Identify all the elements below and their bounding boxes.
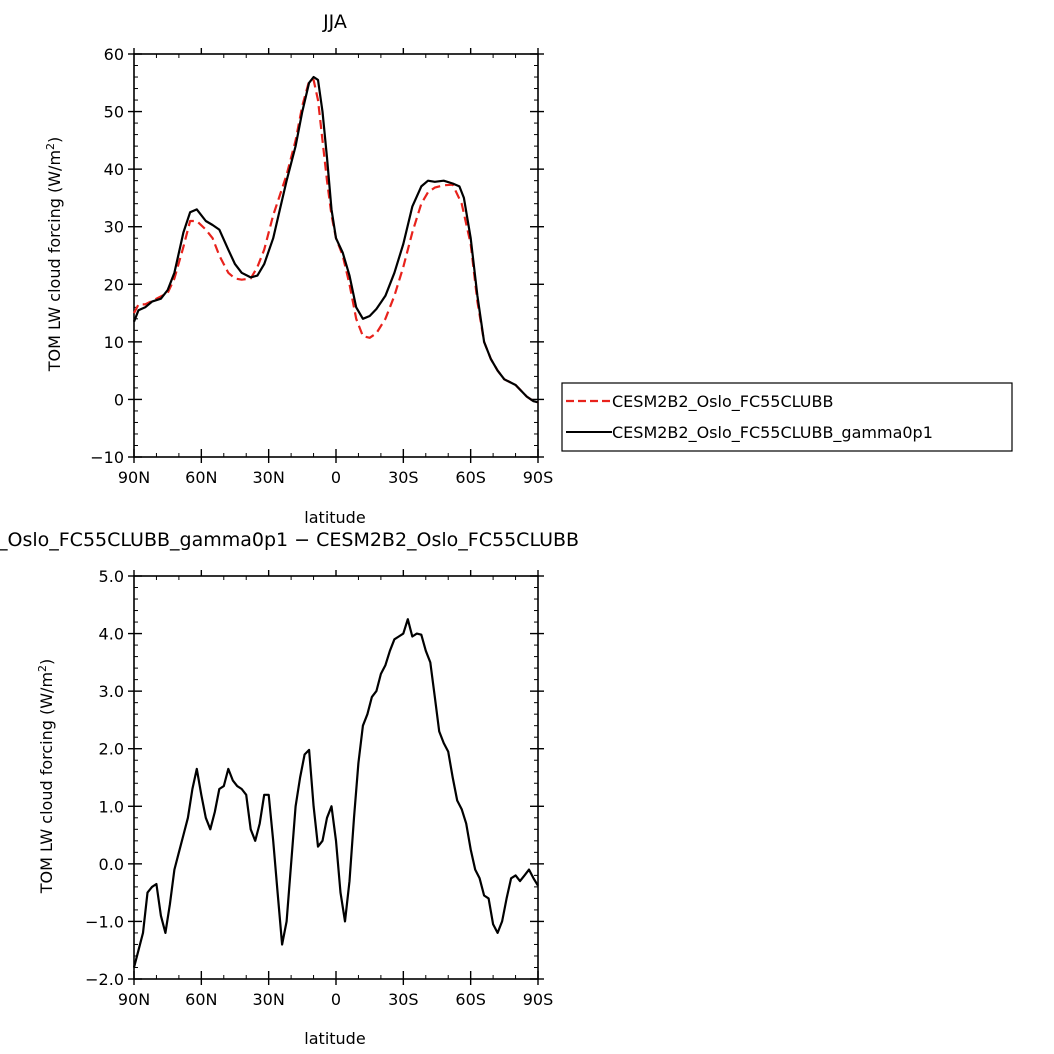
bottom-panel-ticks (128, 570, 544, 985)
top-panel-x-tick-label: 60N (185, 468, 217, 487)
top-panel-y-tick-labels: −10 0 10 20 30 40 50 60 (90, 45, 124, 467)
bottom-panel-x-tick-label: 0 (331, 990, 341, 1009)
top-panel-y-tick-label: 60 (104, 45, 124, 64)
top-panel-y-tick-label: −10 (90, 448, 124, 467)
top-panel-y-tick-label: 20 (104, 275, 124, 294)
top-panel-series-line-1 (133, 78, 539, 404)
legend: CESM2B2_Oslo_FC55CLUBB CESM2B2_Oslo_FC55… (561, 382, 1013, 452)
top-panel-x-tick-labels: 90N 60N 30N 0 30S 60S 90S (118, 468, 553, 487)
legend-label-series-2: CESM2B2_Oslo_FC55CLUBB_gamma0p1 (612, 423, 933, 443)
top-panel-y-tick-label: 10 (104, 333, 124, 352)
bottom-panel-series-line-1 (132, 618, 539, 968)
top-panel-x-tick-label: 60S (455, 468, 486, 487)
bottom-panel: _Oslo_FC55CLUBB_gamma0p1 − CESM2B2_Oslo_… (0, 529, 579, 1048)
bottom-panel-series (132, 618, 539, 968)
top-panel-y-axis-label-end: ) (45, 137, 64, 143)
top-panel-y-tick-label: 30 (104, 218, 124, 237)
top-panel-y-tick-label: 40 (104, 160, 124, 179)
bottom-panel-x-tick-label: 60N (185, 990, 217, 1009)
top-panel-x-tick-label: 30S (388, 468, 419, 487)
top-panel-y-axis-label-main: TOM LW cloud forcing (W/m (45, 150, 64, 372)
top-panel-y-axis-label-sup: 2 (44, 143, 57, 150)
bottom-panel-y-axis-label-main: TOM LW cloud forcing (W/m (37, 672, 56, 894)
bottom-panel-x-tick-label: 90S (523, 990, 554, 1009)
bottom-panel-x-axis-label: latitude (304, 1029, 365, 1048)
bottom-panel-y-tick-label: 1.0 (99, 797, 124, 816)
bottom-panel-y-axis-label-sup: 2 (36, 665, 49, 672)
top-panel-plot-frame (133, 53, 539, 458)
top-panel-x-tick-label: 90N (118, 468, 150, 487)
top-panel-y-axis-label: TOM LW cloud forcing (W/m2) (44, 137, 64, 373)
bottom-panel-y-tick-label: −1.0 (85, 912, 124, 931)
top-panel-x-tick-label: 0 (331, 468, 341, 487)
top-panel-series-line-2 (132, 75, 539, 404)
bottom-panel-x-tick-label: 90N (118, 990, 150, 1009)
bottom-panel-y-axis-label: TOM LW cloud forcing (W/m2) (36, 659, 56, 895)
bottom-panel-x-tick-labels: 90N 60N 30N 0 30S 60S 90S (118, 990, 553, 1009)
legend-box (561, 382, 1013, 452)
legend-label-series-1: CESM2B2_Oslo_FC55CLUBB (612, 392, 833, 412)
bottom-panel-x-tick-label: 30S (388, 990, 419, 1009)
bottom-panel-y-tick-label: 4.0 (99, 625, 124, 644)
top-panel-series (132, 75, 539, 404)
bottom-panel-y-tick-label: 2.0 (99, 740, 124, 759)
bottom-panel-title: _Oslo_FC55CLUBB_gamma0p1 − CESM2B2_Oslo_… (0, 529, 579, 551)
top-panel-title: JJA (322, 11, 347, 33)
bottom-panel-x-tick-label: 30N (253, 990, 285, 1009)
bottom-panel-y-axis-label-end: ) (37, 659, 56, 665)
top-panel-x-axis-label: latitude (304, 508, 365, 527)
top-panel-y-tick-label: 50 (104, 103, 124, 122)
bottom-panel-x-tick-label: 60S (455, 990, 486, 1009)
bottom-panel-y-tick-label: 3.0 (99, 682, 124, 701)
bottom-panel-y-tick-label: −2.0 (85, 970, 124, 989)
top-panel-ticks (128, 48, 544, 463)
top-panel-x-tick-label: 30N (253, 468, 285, 487)
bottom-panel-y-tick-label: 5.0 (99, 567, 124, 586)
top-panel: JJA 90N 60N 30N 0 30S 60S 90S −10 0 10 20 30 40 50 60… (44, 11, 1013, 527)
top-panel-y-tick-label: 0 (114, 390, 124, 409)
top-panel-x-tick-label: 90S (523, 468, 554, 487)
bottom-panel-y-tick-label: 0.0 (99, 855, 124, 874)
bottom-panel-y-tick-labels: −2.0 −1.0 0.0 1.0 2.0 3.0 4.0 5.0 (85, 567, 124, 989)
